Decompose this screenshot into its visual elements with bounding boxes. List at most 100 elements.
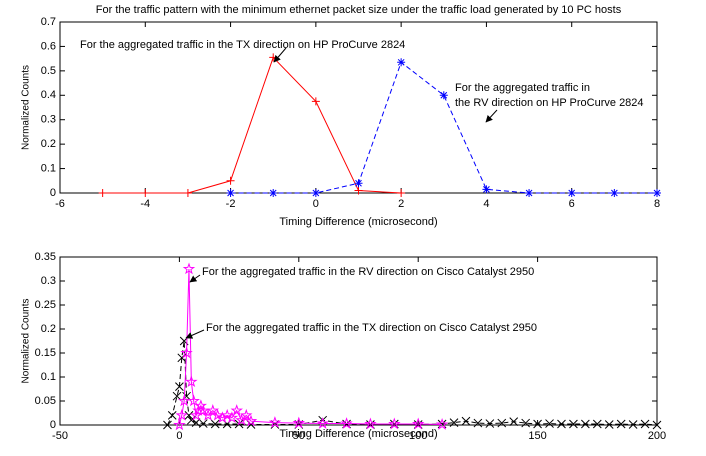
y-tick-label: 0.6 bbox=[41, 40, 56, 52]
y-tick-label: 0.3 bbox=[41, 275, 56, 287]
x-tick-label: -50 bbox=[52, 430, 68, 442]
data-point bbox=[364, 417, 377, 430]
data-point bbox=[177, 394, 191, 407]
data-point bbox=[567, 189, 576, 197]
data-point bbox=[172, 391, 182, 401]
y-axis-label: Normalized Counts bbox=[21, 298, 32, 383]
y-axis-label: Normalized Counts bbox=[21, 65, 32, 150]
data-point bbox=[592, 419, 602, 429]
data-point bbox=[269, 189, 278, 197]
subplot: For the traffic pattern with the minimum… bbox=[21, 4, 661, 228]
x-axis-label: Timing Difference (microsecond) bbox=[279, 428, 437, 440]
y-tick-label: 0.4 bbox=[41, 89, 56, 101]
data-point bbox=[240, 408, 253, 421]
data-point bbox=[340, 417, 353, 429]
x-tick-label: 0 bbox=[313, 198, 319, 210]
data-point bbox=[163, 420, 172, 430]
data-point bbox=[604, 420, 614, 429]
x-tick-label: -4 bbox=[140, 198, 150, 210]
data-point bbox=[187, 394, 200, 407]
x-tick-label: 4 bbox=[483, 198, 489, 210]
data-point bbox=[311, 189, 320, 197]
data-point bbox=[180, 346, 193, 359]
data-point bbox=[175, 382, 184, 391]
data-point bbox=[206, 404, 220, 416]
data-point bbox=[211, 408, 224, 421]
data-point bbox=[461, 416, 471, 426]
annotation-arrow bbox=[189, 274, 201, 283]
series-line bbox=[230, 61, 657, 194]
data-point bbox=[569, 419, 578, 429]
subplot: Timing Difference (microsecond) Normalize… bbox=[21, 251, 667, 442]
x-tick-label: 200 bbox=[648, 430, 666, 442]
series-line bbox=[178, 268, 443, 426]
data-point bbox=[509, 417, 519, 426]
data-point bbox=[610, 189, 619, 197]
y-tick-label: 0.2 bbox=[41, 323, 56, 335]
data-point bbox=[141, 189, 150, 197]
data-point bbox=[388, 417, 401, 430]
annotation: For the aggregated traffic in bbox=[455, 82, 590, 94]
data-point bbox=[485, 419, 495, 428]
y-tick-label: 0.5 bbox=[41, 65, 56, 77]
annotation-arrow bbox=[185, 329, 205, 339]
data-point bbox=[268, 416, 282, 428]
data-point bbox=[411, 417, 425, 430]
data-point bbox=[473, 418, 483, 428]
data-point bbox=[244, 414, 258, 427]
data-point bbox=[397, 189, 406, 197]
data-point bbox=[628, 420, 638, 429]
annotation: For the aggregated traffic in the TX dir… bbox=[80, 39, 405, 51]
y-tick-label: 0.1 bbox=[41, 162, 56, 174]
x-tick-label: -2 bbox=[226, 198, 236, 210]
data-point bbox=[581, 419, 590, 429]
data-point bbox=[533, 419, 542, 429]
x-tick-label: 8 bbox=[654, 198, 660, 210]
data-point bbox=[521, 418, 531, 428]
x-tick-label: 50 bbox=[293, 430, 305, 442]
x-tick-label: 0 bbox=[176, 430, 182, 442]
data-point bbox=[220, 408, 234, 421]
chart-title: For the traffic pattern with the minimum… bbox=[96, 4, 622, 16]
data-point bbox=[439, 91, 448, 100]
data-point bbox=[397, 58, 406, 67]
annotation-arrow bbox=[273, 47, 287, 63]
data-point bbox=[210, 419, 220, 429]
y-tick-label: 0.3 bbox=[41, 114, 56, 126]
data-point bbox=[316, 417, 329, 429]
annotation: For the aggregated traffic in the TX dir… bbox=[206, 322, 537, 334]
data-point bbox=[185, 375, 198, 388]
data-point bbox=[292, 416, 306, 429]
data-point bbox=[194, 399, 208, 412]
data-point bbox=[525, 189, 534, 197]
data-point bbox=[184, 411, 194, 420]
data-point bbox=[354, 179, 363, 188]
data-point bbox=[640, 419, 650, 429]
data-point bbox=[197, 404, 210, 416]
data-point bbox=[226, 176, 235, 185]
data-point bbox=[497, 418, 507, 428]
data-point bbox=[183, 189, 192, 197]
x-tick-label: -6 bbox=[55, 198, 65, 210]
y-tick-label: 0.05 bbox=[35, 395, 56, 407]
x-tick-label: 2 bbox=[398, 198, 404, 210]
data-point bbox=[167, 411, 177, 420]
x-tick-label: 100 bbox=[409, 430, 427, 442]
y-tick-label: 0.7 bbox=[41, 16, 56, 28]
data-point bbox=[226, 189, 235, 197]
data-point bbox=[191, 418, 201, 427]
plot-frame bbox=[59, 256, 658, 426]
data-point bbox=[173, 418, 186, 431]
y-tick-label: 0 bbox=[50, 419, 56, 431]
data-point bbox=[557, 419, 566, 429]
y-tick-label: 0 bbox=[50, 187, 56, 199]
y-tick-label: 0.25 bbox=[35, 299, 56, 311]
data-point bbox=[653, 189, 661, 197]
data-point bbox=[311, 97, 320, 106]
annotation-arrow bbox=[485, 109, 498, 123]
y-tick-label: 0.35 bbox=[35, 251, 56, 263]
data-point bbox=[449, 418, 459, 427]
y-tick-label: 0.15 bbox=[35, 347, 56, 359]
data-point bbox=[225, 411, 239, 424]
